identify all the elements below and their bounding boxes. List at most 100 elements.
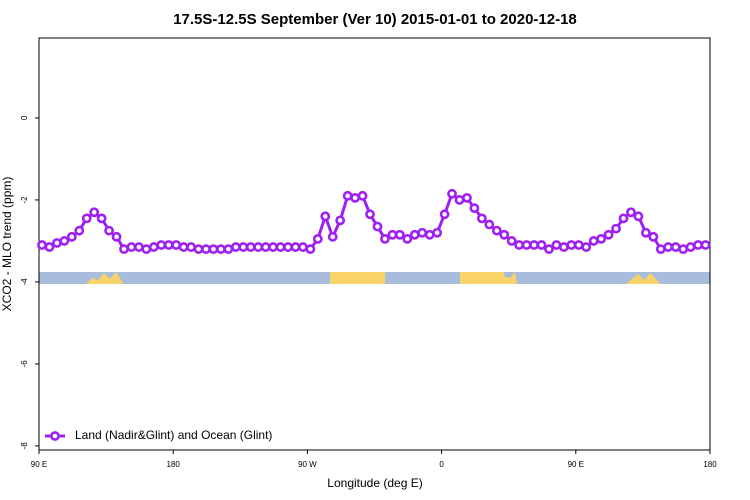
data-point xyxy=(536,240,547,250)
legend-marker xyxy=(50,431,60,441)
data-point xyxy=(178,242,189,252)
data-point xyxy=(603,229,614,240)
data-point xyxy=(409,229,420,240)
data-point xyxy=(521,240,532,250)
data-point xyxy=(290,242,301,252)
data-point xyxy=(626,207,636,218)
x-tick-label: 180 xyxy=(703,460,717,469)
data-point xyxy=(245,242,256,252)
data-point xyxy=(693,240,703,250)
x-axis-label: Longitude (deg E) xyxy=(327,476,422,490)
data-point xyxy=(283,242,293,252)
data-point xyxy=(171,240,182,250)
data-point xyxy=(51,238,62,248)
data-point xyxy=(417,227,428,238)
data-point xyxy=(193,244,204,255)
data-point xyxy=(588,236,599,246)
y-tick-label: -4 xyxy=(20,278,29,286)
y-axis-label: XCO2 - MLO trend (ppm) xyxy=(0,177,14,312)
data-point xyxy=(305,244,316,255)
data-point xyxy=(357,190,368,201)
x-tick-label: 90 E xyxy=(31,460,47,469)
data-point xyxy=(394,229,405,240)
data-point xyxy=(544,244,554,255)
data-point xyxy=(424,229,435,240)
data-point xyxy=(678,244,689,255)
x-tick-label: 90 W xyxy=(298,460,317,469)
data-point xyxy=(104,225,114,236)
data-point xyxy=(81,213,92,224)
data-point xyxy=(365,209,375,220)
y-tick-label: -6 xyxy=(20,360,29,368)
data-point xyxy=(327,231,338,242)
data-point xyxy=(469,203,480,214)
data-point xyxy=(655,244,666,255)
data-point xyxy=(37,240,47,250)
data-point xyxy=(491,225,502,236)
land-ocean-strip xyxy=(39,272,710,284)
data-point xyxy=(59,236,70,246)
data-point xyxy=(156,240,167,250)
data-point xyxy=(320,211,331,222)
data-point xyxy=(380,233,390,244)
data-point xyxy=(454,195,465,205)
series-line xyxy=(41,191,706,251)
data-point xyxy=(372,221,383,232)
data-point xyxy=(387,229,398,240)
chart-title: 17.5S-12.5S September (Ver 10) 2015-01-0… xyxy=(173,11,577,28)
data-point xyxy=(663,242,674,252)
data-point xyxy=(685,242,696,252)
data-point xyxy=(462,192,472,203)
data-point xyxy=(566,240,577,250)
data-point xyxy=(96,213,107,224)
data-point xyxy=(111,231,122,242)
y-tick-label: 0 xyxy=(20,115,29,120)
data-point xyxy=(253,242,264,252)
data-point xyxy=(640,227,651,238)
data-point xyxy=(44,242,55,252)
data-point xyxy=(148,242,159,252)
data-point xyxy=(432,227,443,238)
data-point xyxy=(312,233,323,244)
data-point xyxy=(141,244,152,255)
data-point xyxy=(126,242,137,252)
x-tick-label: 0 xyxy=(439,460,444,469)
data-point xyxy=(223,244,234,255)
data-point xyxy=(506,236,517,246)
data-point xyxy=(476,213,487,224)
y-tick-label: -2 xyxy=(20,196,29,204)
data-point xyxy=(648,231,659,242)
data-point xyxy=(66,231,77,242)
data-point xyxy=(670,242,681,252)
data-point xyxy=(402,233,413,244)
data-point xyxy=(499,229,510,240)
data-point xyxy=(633,211,644,222)
data-point xyxy=(484,219,495,230)
legend-label: Land (Nadir&Glint) and Ocean (Glint) xyxy=(75,428,272,442)
data-point xyxy=(551,240,562,250)
data-point xyxy=(208,244,219,255)
data-point xyxy=(238,242,249,252)
data-point xyxy=(700,240,711,250)
data-point xyxy=(216,244,226,255)
data-point xyxy=(529,240,539,250)
data-point xyxy=(573,240,584,250)
y-tick-label: -8 xyxy=(20,442,29,450)
data-point xyxy=(119,244,129,255)
x-tick-label: 180 xyxy=(167,460,181,469)
data-point xyxy=(163,240,174,250)
data-point xyxy=(350,192,361,203)
data-point xyxy=(89,207,100,218)
data-point xyxy=(596,233,607,244)
data-point xyxy=(581,242,592,252)
data-point xyxy=(342,190,353,201)
data-point xyxy=(201,244,211,255)
data-point xyxy=(298,242,308,252)
data-point xyxy=(230,242,241,252)
data-point xyxy=(74,225,85,236)
data-point xyxy=(275,242,286,252)
x-tick-label: 90 E xyxy=(568,460,584,469)
data-point xyxy=(186,242,196,252)
data-point xyxy=(447,188,457,199)
